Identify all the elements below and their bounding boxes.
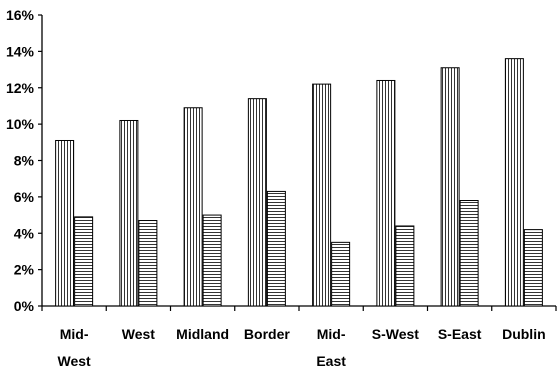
x-tick-label: S-East (438, 326, 482, 342)
y-axis: 0% 2% 4% 6% 8% 10% 12% 14% 16% (6, 7, 43, 314)
bar-series-1 (119, 119, 139, 307)
y-tick-label: 10% (6, 116, 35, 132)
bar-series-1 (183, 107, 203, 307)
bars (55, 58, 543, 307)
bar-series-2 (74, 216, 94, 307)
y-tick-label: 8% (14, 153, 35, 169)
x-tick-label: Midland (176, 326, 229, 342)
bar-series-1 (440, 67, 460, 307)
bar-series-1 (312, 83, 332, 307)
y-tick-label: 0% (14, 298, 35, 314)
x-tick-label: West (122, 326, 156, 342)
bar-series-2 (202, 214, 222, 307)
x-tick-label: S-West (372, 326, 420, 342)
bar-series-1 (504, 58, 524, 307)
bar-series-2 (138, 220, 158, 307)
x-tick-label: Mid-West (58, 326, 92, 369)
y-tick-label: 14% (6, 43, 35, 59)
x-tick-label: Dublin (502, 326, 546, 342)
bar-series-2 (395, 225, 415, 307)
y-tick-label: 6% (14, 189, 35, 205)
y-tick-label: 12% (6, 80, 35, 96)
x-tick-label: Mid-East (316, 326, 346, 369)
bar-series-2 (523, 229, 543, 307)
x-tick-label: Border (244, 326, 290, 342)
bar-series-2 (331, 241, 351, 307)
y-tick-label: 16% (6, 7, 35, 23)
y-tick-label: 2% (14, 262, 35, 278)
x-axis: Mid-West West Midland Border Mid-East S-West S… (41, 305, 557, 369)
bar-series-1 (247, 98, 267, 307)
bar-series-1 (55, 139, 75, 307)
bar-series-1 (376, 79, 396, 307)
bar-series-2 (266, 190, 286, 307)
bar-series-2 (459, 200, 479, 307)
y-tick-label: 4% (14, 225, 35, 241)
